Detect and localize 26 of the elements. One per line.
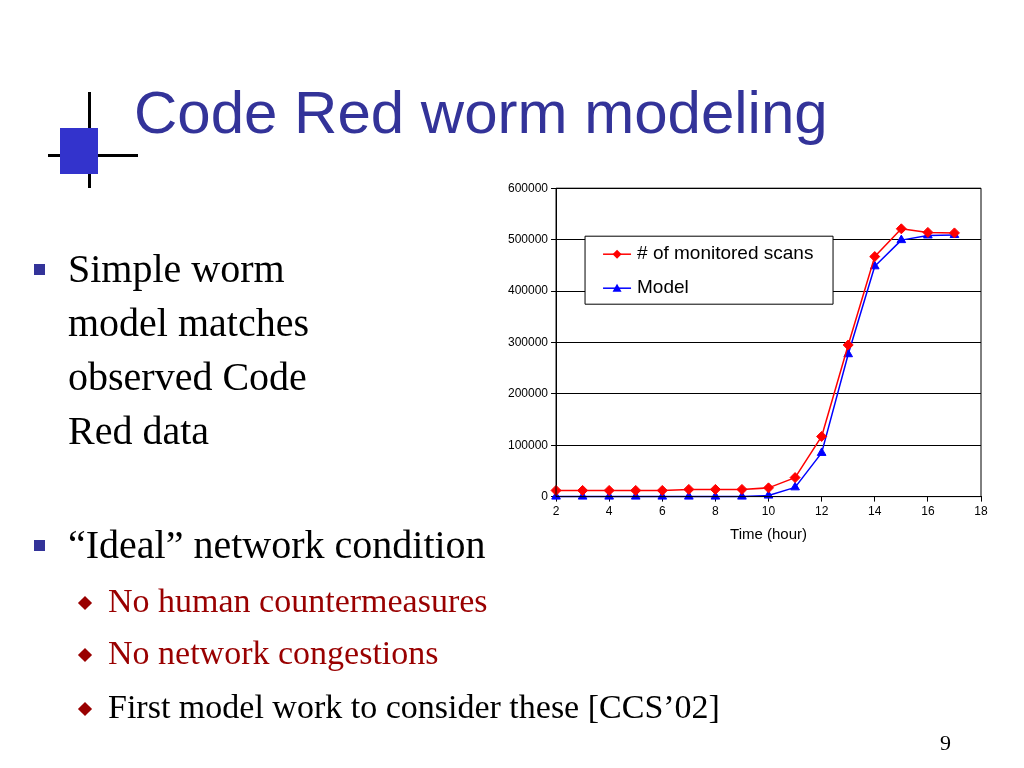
x-tick-label: 8 — [712, 504, 720, 519]
legend-label: # of monitored scans — [637, 242, 814, 264]
x-tick-label: 4 — [605, 504, 613, 519]
x-tick-label: 16 — [921, 504, 935, 519]
y-tick-label: 0 — [541, 488, 549, 503]
x-tick-label: 12 — [814, 504, 829, 519]
x-tick-label: 18 — [974, 504, 988, 519]
text: Simple worm model matches observed Code Red data — [68, 245, 311, 455]
x-tick-label: 10 — [761, 504, 776, 519]
y-tick-label: 600000 — [508, 180, 549, 195]
text: No network congestions — [108, 633, 440, 673]
text: First model work to consider these [CCS’02] — [108, 687, 721, 727]
y-tick-label: 400000 — [508, 283, 549, 298]
y-tick-label: 500000 — [508, 231, 549, 246]
text: 9 — [940, 729, 952, 757]
text: No human countermeasures — [108, 581, 489, 621]
legend-label: Model — [637, 276, 689, 298]
y-tick-label: 200000 — [508, 386, 549, 401]
y-tick-label: 300000 — [508, 334, 549, 349]
y-tick-label: 100000 — [508, 437, 549, 452]
x-tick-label: 6 — [658, 504, 666, 519]
text: “Ideal” network condition — [68, 521, 487, 569]
x-tick-label: 2 — [552, 504, 560, 519]
chart-title: Code Red worm modeling — [134, 78, 828, 147]
x-axis-title: Time (hour) — [730, 525, 808, 543]
x-tick-label: 14 — [868, 504, 882, 519]
